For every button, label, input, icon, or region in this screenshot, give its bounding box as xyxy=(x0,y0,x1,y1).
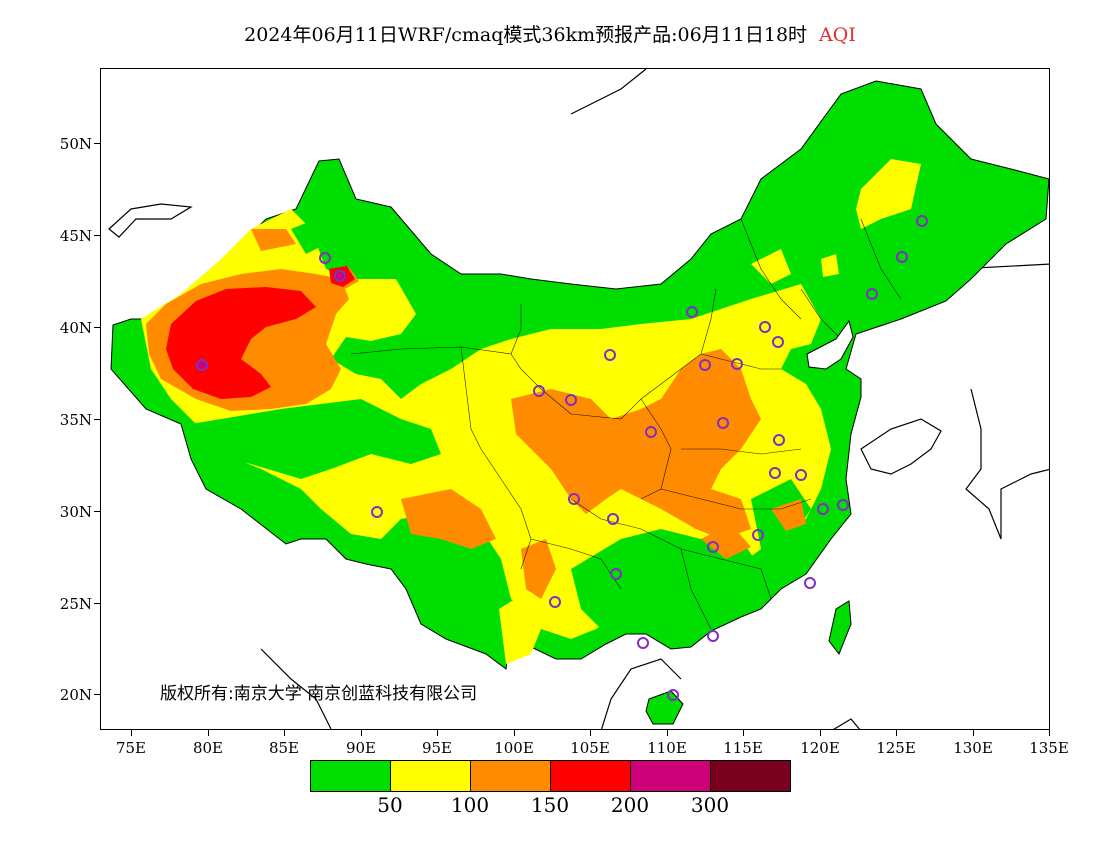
city-marker xyxy=(916,215,928,227)
y-tick-mark xyxy=(94,603,100,604)
y-tick-label: 20N xyxy=(59,686,92,704)
x-tick-label: 95E xyxy=(421,739,453,757)
x-tick-mark xyxy=(361,730,362,736)
city-marker xyxy=(371,506,383,518)
title-variable: AQI xyxy=(819,24,856,46)
bohai-sea xyxy=(806,319,854,370)
y-tick-label: 40N xyxy=(59,319,92,337)
city-marker xyxy=(795,469,807,481)
y-tick-label: 50N xyxy=(59,135,92,153)
city-marker xyxy=(565,394,577,406)
copyright-text: 版权所有:南京大学 南京创蓝科技有限公司 xyxy=(160,684,478,704)
y-tick-label: 35N xyxy=(59,411,92,429)
x-tick-mark xyxy=(820,730,821,736)
chart-title: 2024年06月11日WRF/cmaq模式36km预报产品:06月11日18时 A… xyxy=(0,20,1100,47)
x-tick-label: 110E xyxy=(647,739,687,757)
legend-swatch-very-unhealthy xyxy=(631,761,711,791)
y-tick-label: 30N xyxy=(59,503,92,521)
y-tick-mark xyxy=(94,511,100,512)
color-legend xyxy=(310,760,791,792)
x-tick-mark xyxy=(590,730,591,736)
x-tick-label: 80E xyxy=(192,739,224,757)
city-marker xyxy=(752,529,764,541)
city-marker xyxy=(607,513,619,525)
x-tick-mark xyxy=(896,730,897,736)
city-marker xyxy=(759,321,771,333)
x-tick-mark xyxy=(437,730,438,736)
city-marker xyxy=(568,493,580,505)
legend-swatch-hazardous xyxy=(711,761,790,791)
city-marker xyxy=(772,336,784,348)
x-tick-label: 115E xyxy=(723,739,763,757)
x-tick-label: 135E xyxy=(1029,739,1069,757)
legend-label: 50 xyxy=(377,793,403,817)
city-marker xyxy=(896,251,908,263)
legend-swatch-good xyxy=(311,761,391,791)
city-marker xyxy=(686,306,698,318)
y-tick-mark xyxy=(94,694,100,695)
y-tick-mark xyxy=(94,143,100,144)
legend-swatch-moderate xyxy=(391,761,471,791)
x-tick-label: 90E xyxy=(345,739,377,757)
legend-swatch-unhealthy xyxy=(551,761,631,791)
x-tick-mark xyxy=(208,730,209,736)
city-marker xyxy=(533,385,545,397)
city-marker xyxy=(769,467,781,479)
city-marker xyxy=(637,637,649,649)
x-tick-mark xyxy=(1049,730,1050,736)
city-marker xyxy=(707,541,719,553)
taiwan-island xyxy=(828,600,852,656)
city-marker xyxy=(610,568,622,580)
city-marker xyxy=(319,252,331,264)
city-marker xyxy=(645,426,657,438)
city-markers xyxy=(196,215,928,701)
x-tick-mark xyxy=(973,730,974,736)
title-main: 2024年06月11日WRF/cmaq模式36km预报产品:06月11日18时 xyxy=(244,24,808,46)
y-tick-mark xyxy=(94,235,100,236)
city-marker xyxy=(699,359,711,371)
map-panel xyxy=(100,68,1050,730)
city-marker xyxy=(866,288,878,300)
city-marker xyxy=(773,434,785,446)
province-borders xyxy=(350,218,902,630)
x-tick-label: 120E xyxy=(800,739,840,757)
city-marker xyxy=(731,358,743,370)
x-tick-label: 130E xyxy=(953,739,993,757)
x-tick-mark xyxy=(514,730,515,736)
x-tick-label: 75E xyxy=(115,739,147,757)
x-tick-mark xyxy=(131,730,132,736)
city-marker xyxy=(334,270,346,282)
x-tick-mark xyxy=(284,730,285,736)
aqi-zone-good-inner xyxy=(191,219,811,629)
city-marker xyxy=(804,577,816,589)
y-tick-mark xyxy=(94,327,100,328)
legend-label: 200 xyxy=(610,793,650,817)
city-marker xyxy=(549,596,561,608)
legend-label: 100 xyxy=(450,793,490,817)
legend-swatch-sensitive xyxy=(471,761,551,791)
x-tick-label: 100E xyxy=(494,739,534,757)
x-tick-mark xyxy=(667,730,668,736)
x-tick-mark xyxy=(743,730,744,736)
city-marker xyxy=(837,499,849,511)
city-marker xyxy=(196,359,208,371)
city-marker xyxy=(717,417,729,429)
legend-label: 300 xyxy=(690,793,730,817)
y-tick-mark xyxy=(94,419,100,420)
y-tick-label: 25N xyxy=(59,595,92,613)
x-tick-label: 105E xyxy=(570,739,610,757)
x-tick-label: 85E xyxy=(268,739,300,757)
aqi-map xyxy=(108,69,1049,729)
legend-label: 150 xyxy=(530,793,570,817)
city-marker xyxy=(707,630,719,642)
city-marker xyxy=(604,349,616,361)
city-marker xyxy=(817,503,829,515)
x-tick-label: 125E xyxy=(876,739,916,757)
city-marker xyxy=(667,689,679,701)
y-tick-label: 45N xyxy=(59,227,92,245)
